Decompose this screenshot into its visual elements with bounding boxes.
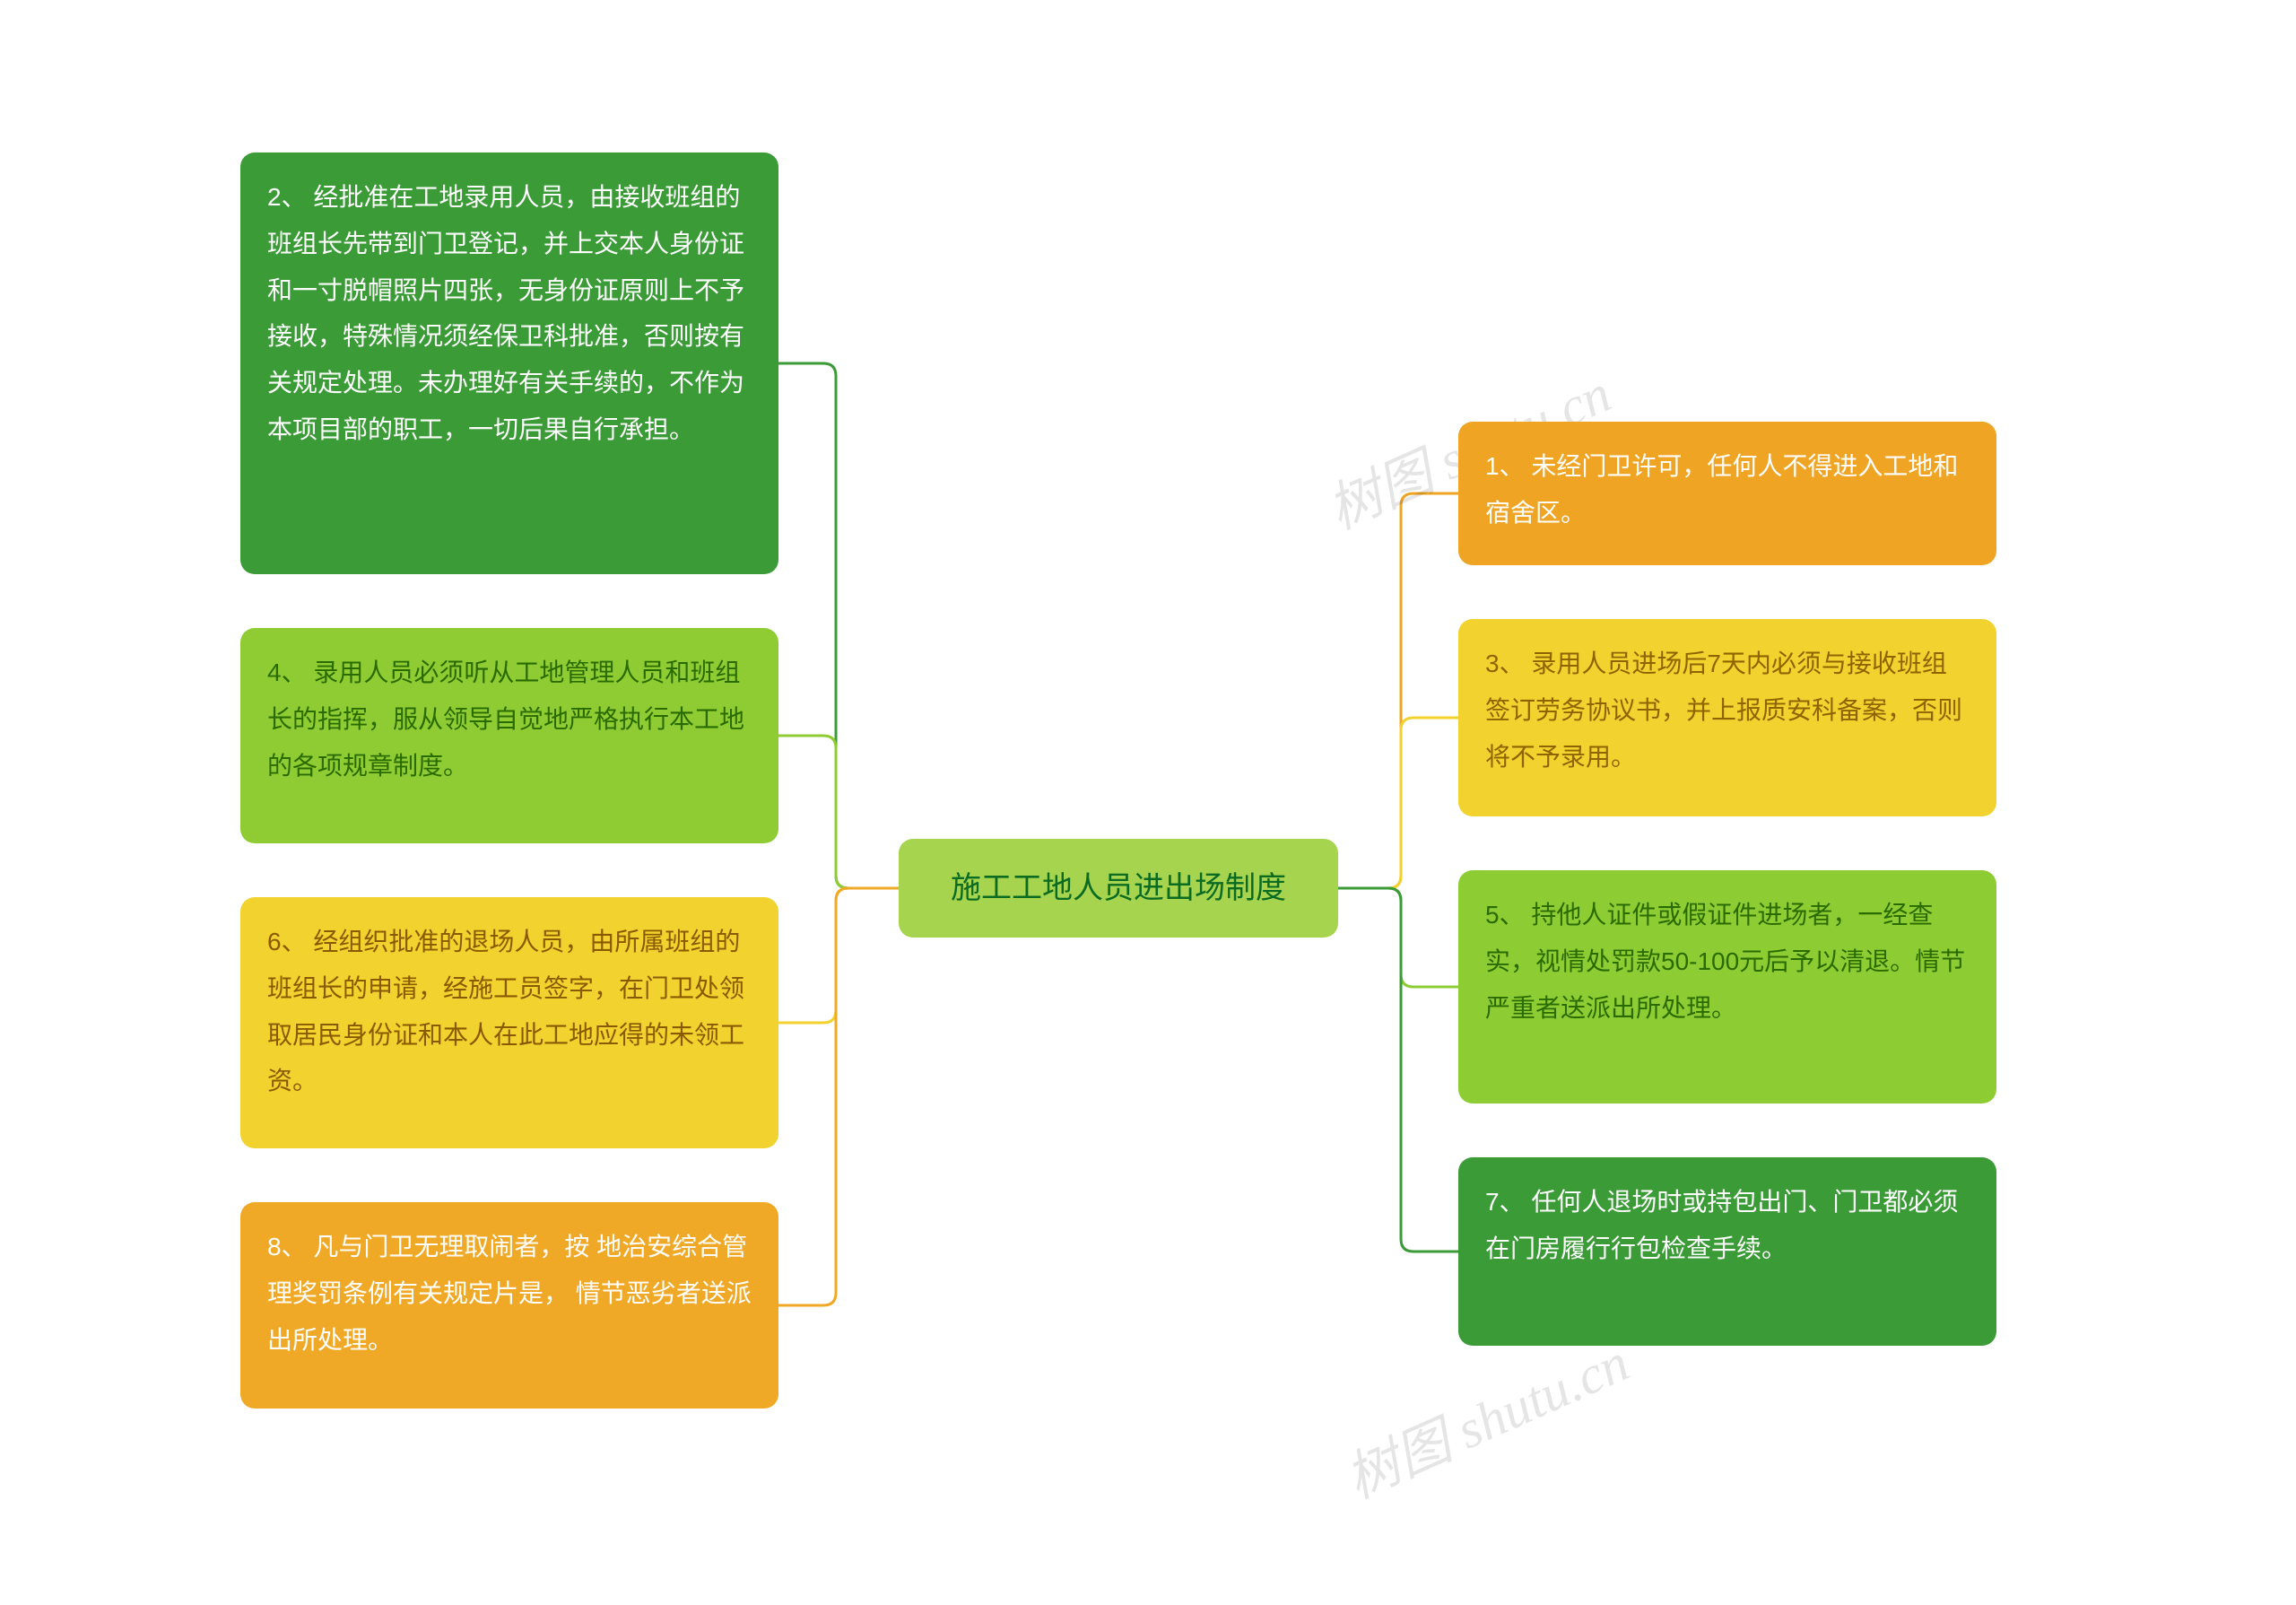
- left-node-2: 2、 经批准在工地录用人员，由接收班组的班组长先带到门卫登记，并上交本人身份证和…: [240, 153, 778, 574]
- right-node-5: 5、 持他人证件或假证件进场者，一经查实，视情处罚款50-100元后予以清退。情…: [1458, 870, 1996, 1103]
- right-node-3: 3、 录用人员进场后7天内必须与接收班组签订劳务协议书，并上报质安科备案，否则将…: [1458, 619, 1996, 816]
- center-node: 施工工地人员进出场制度: [899, 839, 1338, 938]
- watermark: 树图 shutu.cn: [1332, 1320, 1639, 1513]
- right-node-1: 1、 未经门卫许可，任何人不得进入工地和宿舍区。: [1458, 422, 1996, 565]
- right-node-7: 7、 任何人退场时或持包出门、门卫都必须在门房履行行包检查手续。: [1458, 1157, 1996, 1346]
- left-node-8: 8、 凡与门卫无理取闹者，按 地治安综合管理奖罚条例有关规定片是， 情节恶劣者送…: [240, 1202, 778, 1409]
- left-node-6: 6、 经组织批准的退场人员，由所属班组的班组长的申请，经施工员签字，在门卫处领取…: [240, 897, 778, 1148]
- left-node-4: 4、 录用人员必须听从工地管理人员和班组长的指挥，服从领导自觉地严格执行本工地的…: [240, 628, 778, 843]
